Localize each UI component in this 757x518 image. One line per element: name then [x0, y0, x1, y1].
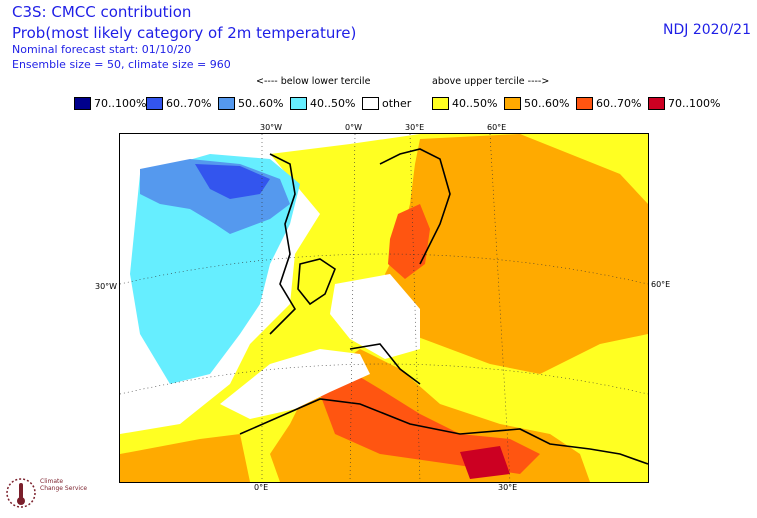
- legend-label: other: [382, 97, 412, 110]
- legend-label: 70..100%: [94, 97, 147, 110]
- lon-label-60e-top: 60°E: [487, 123, 507, 132]
- forecast-start: Nominal forecast start: 01/10/20: [12, 43, 192, 56]
- legend-label: 70..100%: [668, 97, 721, 110]
- probability-map: [119, 133, 649, 483]
- lon-label-30w-top: 30°W: [260, 123, 283, 132]
- coastlines: [239, 148, 648, 465]
- legend-label: 40..50%: [310, 97, 356, 110]
- climate-logo-icon: [6, 478, 36, 508]
- legend-swatch: [290, 97, 307, 110]
- legend-label: 60..70%: [166, 97, 212, 110]
- orange-region-west: [120, 434, 250, 482]
- legend-swatch: [432, 97, 449, 110]
- map-subtitle: Prob(most likely category of 2m temperat…: [12, 24, 357, 42]
- dark-red-north-africa: [460, 446, 510, 479]
- below-tercile-caption: <---- below lower tercile: [256, 76, 371, 87]
- blue-region-atlantic: [195, 164, 270, 199]
- legend-swatch: [362, 97, 379, 110]
- lon-label-30e-top: 30°E: [405, 123, 425, 132]
- legend-swatch: [74, 97, 91, 110]
- c3s-logo: Climate Change Service: [2, 470, 112, 516]
- legend-swatch: [576, 97, 593, 110]
- forecast-period: NDJ 2020/21: [663, 22, 751, 38]
- legend-label: 60..70%: [596, 97, 642, 110]
- lon-label-30e-bottom: 30°E: [498, 483, 518, 492]
- logo-text: Climate Change Service: [40, 478, 87, 492]
- ensemble-size: Ensemble size = 50, climate size = 960: [12, 58, 231, 71]
- white-region-central: [330, 274, 420, 359]
- legend-label: 50..60%: [524, 97, 570, 110]
- lat-label-right: 60°E: [651, 280, 671, 289]
- legend-swatch: [504, 97, 521, 110]
- legend-swatch: [218, 97, 235, 110]
- lon-label-0w-top: 0°W: [345, 123, 362, 132]
- lon-label-0e-bottom: 0°E: [254, 483, 269, 492]
- above-tercile-caption: above upper tercile ---->: [432, 76, 550, 87]
- logo-line2: Change Service: [40, 485, 88, 492]
- legend-label: 40..50%: [452, 97, 498, 110]
- lat-label-left: 30°W: [95, 282, 118, 291]
- legend-swatch: [146, 97, 163, 110]
- logo-line1: Climate: [40, 478, 64, 485]
- legend-swatch: [648, 97, 665, 110]
- white-region-west: [220, 349, 370, 419]
- map-canvas: [120, 134, 648, 482]
- red-orange-scandinavia: [388, 204, 430, 279]
- map-title: C3S: CMCC contribution: [12, 3, 192, 21]
- legend-label: 50..60%: [238, 97, 284, 110]
